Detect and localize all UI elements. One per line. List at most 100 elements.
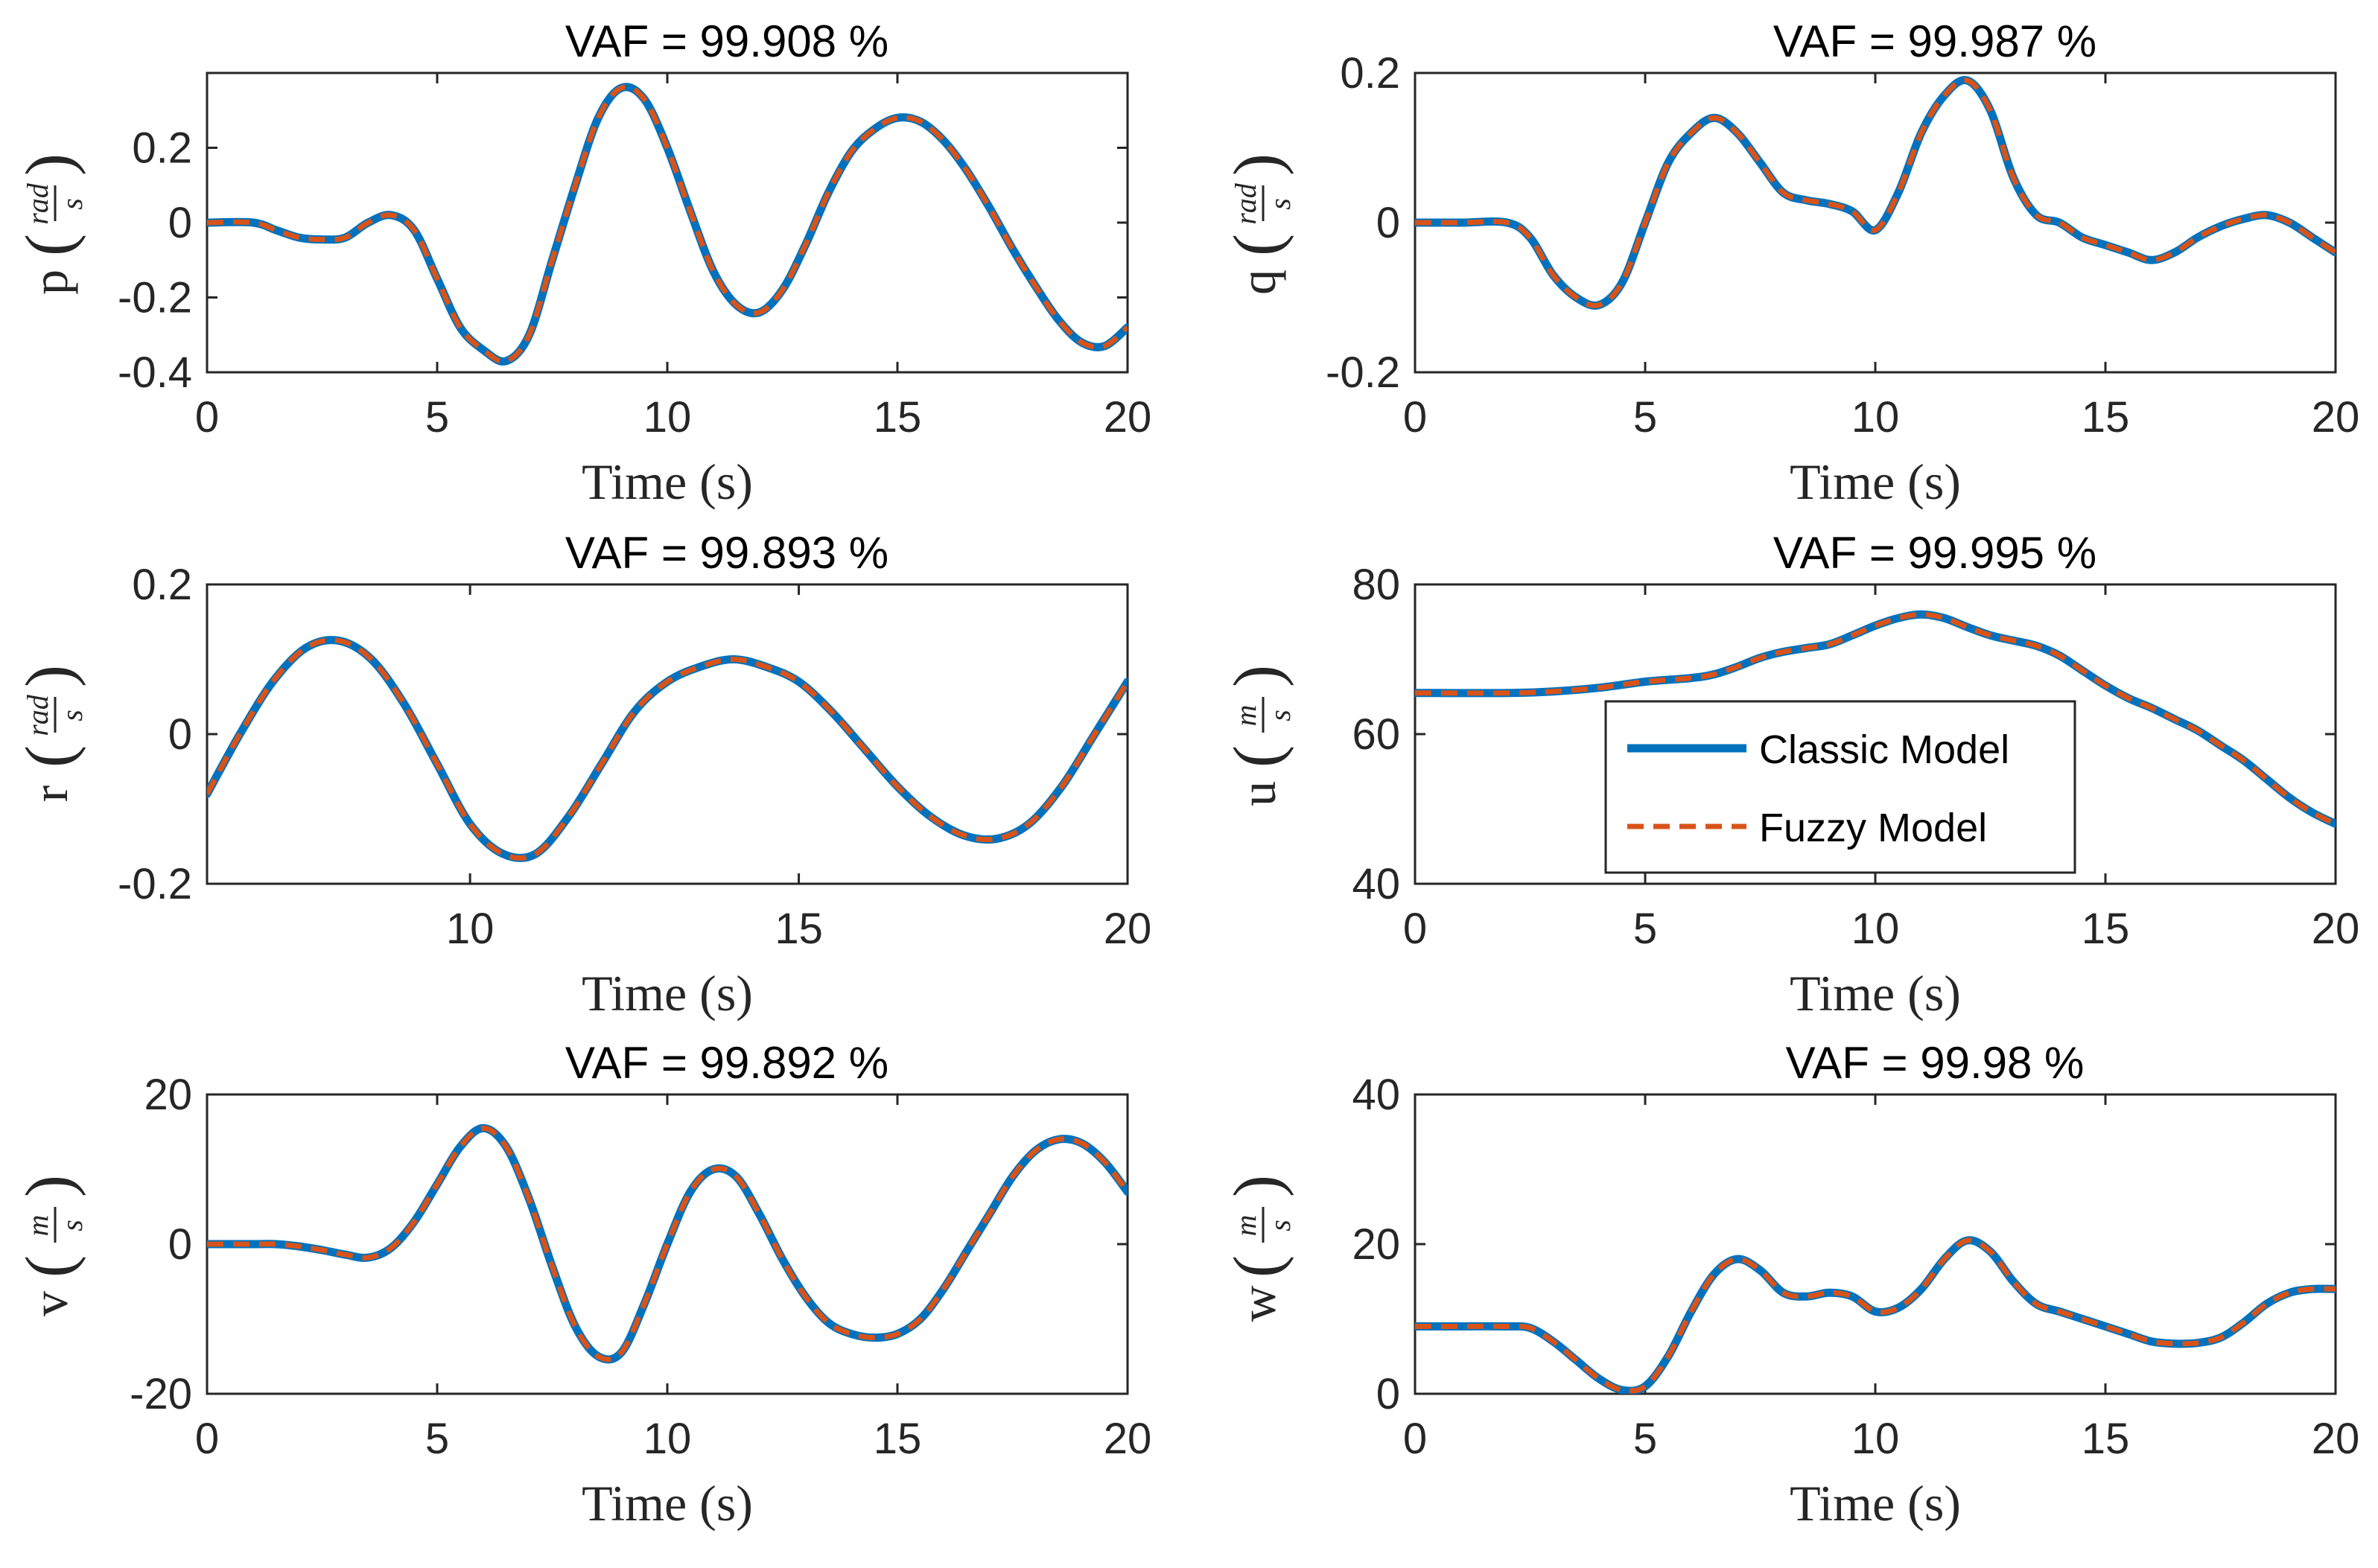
series-group — [207, 1124, 1128, 1364]
series-group — [207, 636, 1128, 862]
legend-fuzzy-label: Fuzzy Model — [1759, 806, 1987, 850]
y-axis-label-unit-num: rad — [21, 182, 54, 225]
x-tick-label: 15 — [775, 905, 823, 953]
x-tick-label: 15 — [874, 1415, 922, 1463]
y-axis-label-rparen: ) — [13, 1175, 86, 1197]
series-line-fuzzy — [207, 1125, 1128, 1363]
x-tick-label: 5 — [1633, 393, 1657, 442]
vaf-title: VAF = 99.98 % — [1786, 1038, 2085, 1088]
y-axis-label-lparen: ( — [1221, 234, 1294, 256]
series-group — [1415, 76, 2336, 310]
y-axis-label-unit-den: s — [1263, 198, 1297, 210]
y-axis-label-var: p — [22, 270, 78, 295]
y-axis-label: r (rad s) — [13, 665, 89, 802]
y-axis-label-lparen: ( — [13, 1255, 86, 1278]
y-tick-label: 0 — [168, 710, 192, 759]
subplot-u: 0 5 10 15 20 40 60 80 Time (s) u (m s) VAF = 99.995 … — [1221, 528, 2359, 1022]
x-tick-label: 5 — [425, 1415, 449, 1463]
series-line-fuzzy — [207, 84, 1128, 365]
y-tick-label: 40 — [1352, 860, 1400, 908]
y-axis-label-unit-num: m — [1229, 705, 1262, 727]
y-axis-label-lparen: ( — [13, 234, 86, 256]
y-axis-label-var: w — [1230, 1285, 1286, 1322]
y-axis-label-unit-den: s — [55, 710, 89, 721]
y-tick-label: 0.2 — [132, 124, 192, 173]
series-group — [1415, 1236, 2336, 1394]
y-tick-label: 0 — [1376, 1370, 1400, 1418]
y-axis-label: w ( m s) — [1221, 1175, 1297, 1322]
vaf-title: VAF = 99.908 % — [565, 16, 888, 66]
x-tick-label: 0 — [1403, 905, 1427, 953]
series-line-fuzzy — [1415, 1237, 2336, 1394]
y-tick-label: 20 — [1352, 1220, 1400, 1269]
subplot-r: 10 15 20 -0.2 0 0.2 Time (s) r (rad s) VAF = 99.89… — [13, 528, 1151, 1022]
y-axis-label-var: v — [22, 1291, 78, 1316]
y-tick-label: 0 — [1376, 199, 1400, 247]
y-tick-label: -0.2 — [118, 860, 192, 908]
legend: Classic Model Fuzzy Model — [1604, 700, 2076, 874]
y-axis-label-rparen: ) — [1221, 153, 1294, 176]
series-group — [207, 83, 1128, 366]
y-axis-label-unit-den: s — [55, 1220, 89, 1231]
y-tick-label: -0.2 — [118, 274, 192, 322]
series-line-fuzzy — [1415, 77, 2336, 308]
x-tick-label: 20 — [1104, 905, 1152, 953]
x-tick-label: 15 — [2082, 1415, 2130, 1463]
y-tick-label: -0.4 — [118, 348, 192, 397]
y-axis-label-lparen: ( — [13, 745, 86, 768]
y-tick-label: 0 — [168, 199, 192, 247]
y-axis-label: p ( rad s) — [13, 153, 89, 295]
y-axis-label-unit-num: m — [1229, 1215, 1262, 1237]
y-axis-label-lparen: ( — [1221, 745, 1294, 768]
y-axis-label-unit-den: s — [1263, 1220, 1297, 1231]
vaf-title: VAF = 99.893 % — [565, 528, 888, 578]
x-axis-label: Time (s) — [1790, 965, 1961, 1022]
x-tick-label: 10 — [1851, 905, 1900, 953]
y-axis-label: u (m s) — [1221, 665, 1297, 806]
x-tick-label: 10 — [643, 393, 692, 442]
y-tick-label: 0.2 — [1340, 49, 1400, 98]
y-tick-label: 0 — [168, 1220, 192, 1269]
x-tick-label: 0 — [195, 393, 219, 442]
y-tick-label: 0.2 — [132, 561, 192, 609]
y-axis-label: v ( m s) — [13, 1175, 89, 1316]
y-tick-label: 80 — [1352, 561, 1400, 609]
x-tick-label: 15 — [2082, 905, 2130, 953]
y-axis-label-rparen: ) — [1221, 665, 1294, 687]
y-axis-label-rparen: ) — [13, 665, 86, 687]
x-tick-label: 10 — [1851, 393, 1900, 442]
x-tick-label: 20 — [2312, 905, 2360, 953]
y-tick-label: -20 — [130, 1370, 192, 1418]
subplot-p: 0 5 10 15 20 -0.4 -0.2 0 0.2 Time (s) p (rad s) VAF =… — [13, 16, 1151, 510]
y-axis-label-unit-num: m — [21, 1215, 54, 1237]
x-axis-label: Time (s) — [1790, 1475, 1961, 1532]
x-tick-label: 20 — [2312, 1415, 2360, 1463]
y-axis-label-unit-num: rad — [1229, 182, 1262, 225]
x-axis-label: Time (s) — [582, 1475, 753, 1532]
x-tick-label: 5 — [425, 393, 449, 442]
x-tick-label: 5 — [1633, 905, 1657, 953]
y-axis-label-var: r — [22, 785, 78, 802]
y-tick-label: -0.2 — [1326, 348, 1400, 397]
y-axis-label-var: u — [1230, 781, 1286, 806]
x-tick-label: 20 — [1104, 393, 1152, 442]
x-tick-label: 0 — [1403, 1415, 1427, 1463]
y-tick-label: 20 — [144, 1071, 192, 1119]
subplot-w: 0 5 10 15 20 0 20 40 Time (s) w (m s) VAF = 99.98 % — [1221, 1038, 2359, 1532]
y-tick-label: 40 — [1352, 1071, 1400, 1119]
x-tick-label: 10 — [446, 905, 495, 953]
series-line-fuzzy — [207, 637, 1128, 861]
y-tick-label: 60 — [1352, 710, 1400, 759]
x-tick-label: 15 — [2082, 393, 2130, 442]
x-axis-label: Time (s) — [582, 453, 753, 510]
y-axis-label-rparen: ) — [1221, 1175, 1294, 1197]
y-axis-label-lparen: ( — [1221, 1255, 1294, 1278]
y-axis-label-rparen: ) — [13, 153, 86, 176]
y-axis-label-unit-den: s — [55, 198, 89, 210]
x-tick-label: 20 — [2312, 393, 2360, 442]
series-line-classic — [1415, 610, 2336, 829]
y-axis-label-var: q — [1230, 270, 1286, 295]
